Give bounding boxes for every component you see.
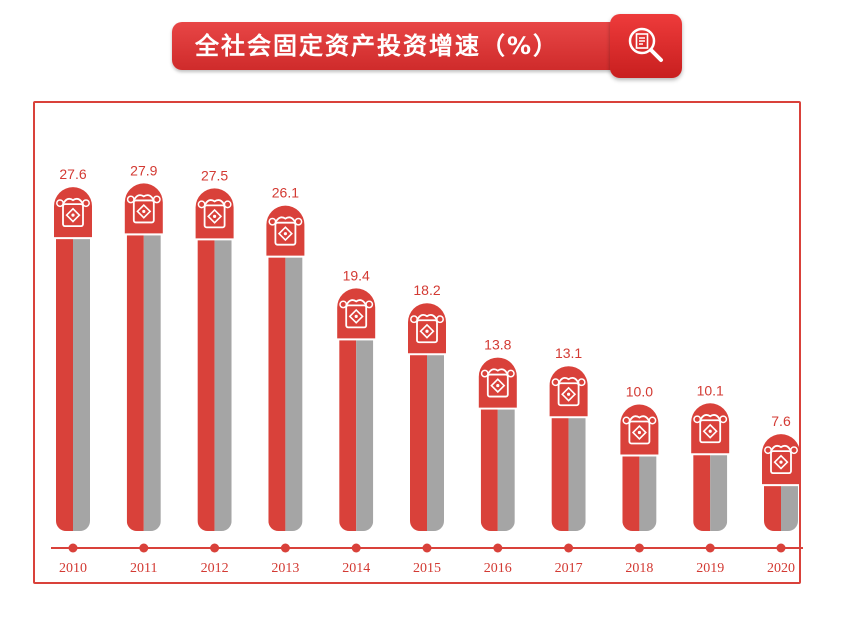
bar-group-2017: 13.1 (549, 345, 588, 531)
year-label: 2020 (767, 561, 795, 576)
bar-red (551, 418, 569, 531)
year-label: 2015 (413, 561, 441, 576)
bar-gray (710, 455, 728, 531)
money-bag-icon (691, 403, 730, 454)
money-bag-icon (195, 188, 234, 239)
timeline-dot (493, 543, 503, 553)
timeline-dot (68, 543, 78, 553)
value-label: 27.9 (130, 162, 157, 178)
bar-gray (639, 456, 657, 531)
money-bag-icon (620, 404, 659, 455)
bar-gray (214, 240, 232, 531)
money-bag-icon (762, 434, 800, 485)
money-bag-icon (337, 288, 376, 339)
timeline-dot (210, 543, 220, 553)
money-bag-icon (124, 183, 163, 234)
value-label: 18.2 (413, 282, 440, 298)
value-label: 10.0 (626, 384, 653, 400)
value-label: 27.5 (201, 167, 228, 183)
bars-layer: 27.6 27.9 27.5 26.1 19.4 18.2 13.8 13.1 10.0 10.1… (54, 162, 800, 531)
timeline-dot (564, 543, 574, 553)
money-bag-icon (54, 187, 92, 238)
year-label: 2016 (484, 561, 512, 576)
value-label: 13.1 (555, 345, 582, 361)
value-label: 10.1 (697, 382, 724, 398)
bar-red (410, 355, 427, 531)
bar-gray (143, 235, 161, 531)
year-label: 2012 (201, 561, 229, 576)
bar-gray (356, 340, 374, 531)
bar-group-2015: 18.2 (408, 282, 446, 531)
year-label: 2019 (696, 561, 724, 576)
value-label: 27.6 (59, 166, 86, 182)
timeline-dot (776, 543, 786, 553)
bar-gray (781, 486, 798, 531)
bar-red (622, 456, 640, 531)
year-label: 2010 (59, 561, 87, 576)
money-bag-icon (478, 357, 517, 408)
timeline-dot (139, 543, 149, 553)
value-label: 26.1 (272, 185, 299, 201)
bar-group-2018: 10.0 (620, 384, 659, 531)
bar-group-2010: 27.6 (54, 166, 92, 531)
year-label: 2011 (130, 561, 157, 576)
bar-red (56, 239, 73, 531)
bar-group-2020: 7.6 (762, 413, 800, 531)
bar-red (126, 235, 144, 531)
money-bag-icon (549, 366, 588, 417)
bar-gray (73, 239, 90, 531)
timeline-dot (422, 543, 432, 553)
timeline-dot (634, 543, 644, 553)
bar-group-2013: 26.1 (266, 185, 305, 531)
timeline-dot (351, 543, 361, 553)
bar-group-2014: 19.4 (337, 267, 376, 531)
timeline-axis: 2010 2011 2012 2013 2014 2015 2016 2017 2018 2019… (51, 543, 803, 576)
bar-gray (568, 418, 586, 531)
bar-group-2016: 13.8 (478, 337, 517, 531)
bar-red (693, 455, 711, 531)
bar-red (764, 486, 781, 531)
bar-group-2019: 10.1 (691, 382, 730, 531)
bar-red (197, 240, 215, 531)
chart-frame (33, 101, 801, 584)
bar-gray (497, 409, 515, 531)
bar-gray (285, 257, 303, 531)
bar-group-2011: 27.9 (124, 162, 163, 531)
chart-header: 全社会固定资产投资增速（%） (0, 0, 850, 100)
value-label: 7.6 (771, 413, 791, 429)
money-bag-icon (266, 205, 305, 256)
title-banner: 全社会固定资产投资增速（%） (172, 22, 650, 70)
bar-gray (427, 355, 444, 531)
value-label: 13.8 (484, 337, 511, 353)
year-label: 2014 (342, 561, 370, 576)
timeline-dot (280, 543, 290, 553)
bar-red (480, 409, 498, 531)
chart-title: 全社会固定资产投资增速（%） (194, 32, 560, 60)
value-label: 19.4 (343, 267, 370, 283)
title-icon-badge (610, 14, 682, 78)
bar-red (268, 257, 286, 531)
bar-group-2012: 27.5 (195, 167, 234, 531)
year-label: 2013 (271, 561, 299, 576)
year-label: 2018 (625, 561, 653, 576)
money-bag-icon (408, 303, 446, 354)
timeline-dot (705, 543, 715, 553)
year-label: 2017 (555, 561, 583, 576)
bar-red (339, 340, 357, 531)
document-search-icon (628, 27, 663, 62)
